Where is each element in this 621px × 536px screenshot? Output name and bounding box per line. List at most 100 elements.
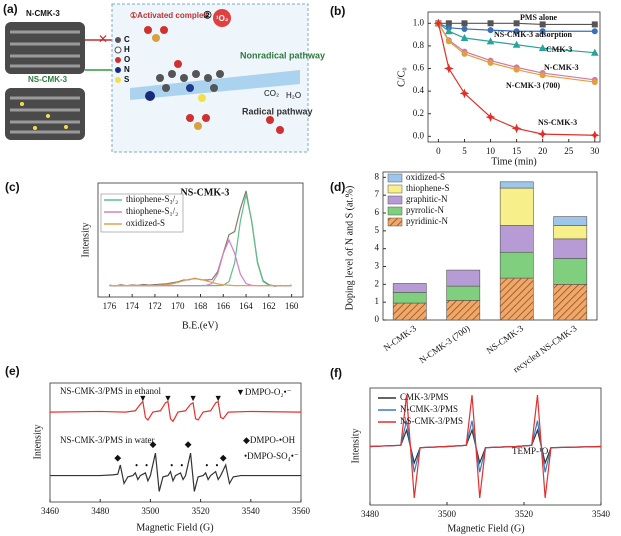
product-label: CO₂ xyxy=(264,89,279,98)
bar-segment xyxy=(499,277,534,321)
legend-label: pyrrolic-N xyxy=(406,205,444,215)
legend-label: NS-CMK-3/PMS xyxy=(400,416,463,426)
marker xyxy=(461,20,468,27)
marker xyxy=(539,21,546,28)
y-tick-label: 0.6 xyxy=(413,63,425,73)
x-tick-label: 170 xyxy=(171,301,185,311)
x-tick-label: 3480 xyxy=(91,506,110,516)
x-tick-label: 3540 xyxy=(592,509,611,519)
panel-label: (c) xyxy=(5,180,20,194)
marker xyxy=(486,37,495,45)
y-tick-label: 7 xyxy=(375,189,380,199)
x-axis-label: B.E.(eV) xyxy=(182,320,218,331)
marker xyxy=(538,44,547,52)
annotation: TEMP-¹O₂ xyxy=(512,446,551,456)
y-axis-label: Doping level of N and S (at.%) xyxy=(344,186,355,311)
series-label: NS-CMK-3 xyxy=(538,118,577,127)
y-tick-label: 0.8 xyxy=(413,40,425,50)
marker xyxy=(539,72,546,79)
legend-label: CMK-3/PMS xyxy=(400,392,449,402)
annotation: ◆DMPO-•OH xyxy=(243,435,296,445)
peak-marker: ◆ xyxy=(220,452,227,462)
y-axis-label: Intensity xyxy=(350,429,361,464)
panel-label: (e) xyxy=(5,364,20,378)
legend-swatch xyxy=(387,173,403,183)
atom-legend xyxy=(114,37,122,83)
bar-segment xyxy=(499,187,534,226)
x-tick-label: 172 xyxy=(148,301,162,311)
marker xyxy=(445,38,452,45)
marker xyxy=(590,48,599,56)
peak-marker: ◆ xyxy=(185,439,192,449)
panel-label: (f) xyxy=(330,366,342,380)
y-tick-label: 2 xyxy=(375,278,380,288)
x-axis-label: Magnetic Field (G) xyxy=(447,523,524,534)
x-tick-label: 3500 xyxy=(141,506,160,516)
x-tick-label: 3540 xyxy=(242,506,261,516)
x-tick-label: 20 xyxy=(538,146,548,156)
legend-label: pyridinic-N xyxy=(406,216,448,226)
atom-label: S xyxy=(124,75,130,84)
x-tick-label: 0 xyxy=(436,146,441,156)
species-label: ¹O₂ xyxy=(216,14,229,23)
peak-marker: ▼ xyxy=(189,393,198,403)
annotation: ▼DMPO-O₂•⁻ xyxy=(236,387,292,397)
plot-frame xyxy=(49,382,302,503)
marker xyxy=(537,129,548,139)
x-tick-label: 174 xyxy=(125,301,139,311)
marker xyxy=(459,88,470,99)
legend-label: thiophene-S₁/₂ xyxy=(126,206,178,216)
series-label: N-CMK-3 (700) xyxy=(506,81,560,90)
panel-label: (b) xyxy=(330,4,345,18)
peak-marker: • xyxy=(135,460,138,470)
y-tick-label: 0.4 xyxy=(413,85,425,95)
y-tick-label: 8 xyxy=(375,171,380,181)
series-label: PMS alone xyxy=(520,13,558,22)
peak-marker: ◆ xyxy=(114,452,121,462)
atom-label: C xyxy=(124,35,130,44)
annotation: NS-CMK-3/PMS in water xyxy=(60,435,155,445)
peak-marker: ◆ xyxy=(149,439,156,449)
y-tick-label: 6 xyxy=(375,207,380,217)
x-tick-label: 164 xyxy=(239,301,253,311)
series-line xyxy=(109,278,292,287)
marker xyxy=(485,112,496,122)
x-tick-label: 168 xyxy=(194,301,208,311)
marker xyxy=(512,40,521,48)
legend-label: thiophene-S₃/₂ xyxy=(126,194,178,204)
marker xyxy=(487,59,494,66)
pathway-label: Radical pathway xyxy=(242,106,313,116)
marker xyxy=(591,79,598,86)
y-tick-label: 4 xyxy=(375,243,380,253)
marker xyxy=(591,28,598,35)
bar-segment xyxy=(446,269,481,287)
marker xyxy=(511,123,522,134)
x-tick-label: N-CMK-3 (700) xyxy=(417,323,471,365)
y-axis-label: Intensity xyxy=(80,223,91,258)
series-line xyxy=(369,428,602,465)
peak-marker: • xyxy=(180,460,183,470)
pores xyxy=(10,30,80,134)
x-tick-label: 3500 xyxy=(438,509,457,519)
panel-label: (a) xyxy=(3,2,18,16)
plot-frame xyxy=(427,11,601,143)
peak-marker: • xyxy=(215,460,218,470)
marker xyxy=(539,28,546,35)
step-label: ①Activated complex xyxy=(130,11,208,20)
x-tick-label: 3460 xyxy=(41,506,60,516)
legend-label: thiophene-S xyxy=(406,183,450,193)
x-tick-label: 25 xyxy=(564,146,574,156)
x-tick-label: 176 xyxy=(103,301,117,311)
peak-marker: • xyxy=(205,460,208,470)
x-axis-label: Time (min) xyxy=(491,156,536,167)
x-tick-label: 15 xyxy=(512,146,522,156)
marker xyxy=(487,27,494,34)
marker xyxy=(460,33,469,41)
material-label: N-CMK-3 xyxy=(26,9,60,18)
y-axis-label: Intensity xyxy=(32,425,43,460)
bar-segment xyxy=(499,225,534,253)
marker xyxy=(513,28,520,35)
legend-swatch xyxy=(387,217,403,227)
x-tick-label: 162 xyxy=(262,301,276,311)
y-tick-label: 3 xyxy=(375,261,380,271)
